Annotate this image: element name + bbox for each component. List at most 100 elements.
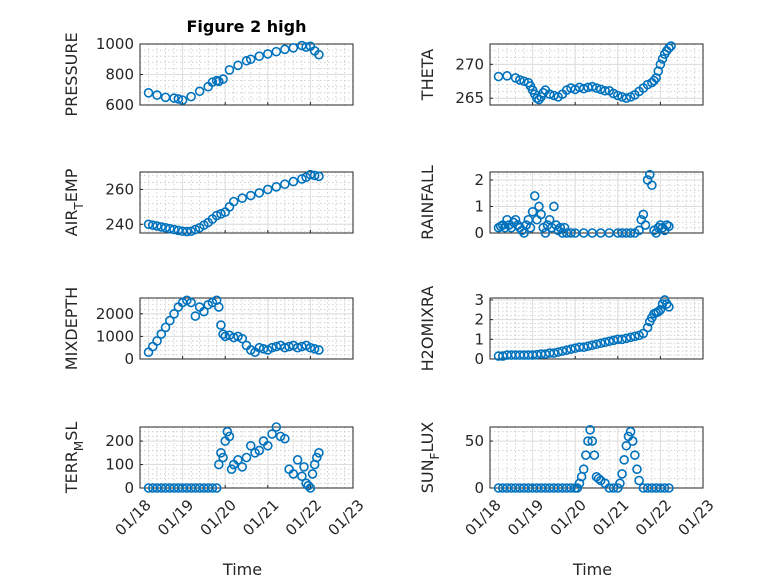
data-point: [555, 222, 566, 233]
data-point: [211, 483, 222, 493]
data-point: [245, 440, 256, 451]
data-point: [190, 311, 201, 321]
y-tick-label: 600: [105, 96, 134, 114]
data-point: [147, 220, 158, 230]
data-point: [271, 182, 282, 192]
data-point: [173, 94, 184, 104]
data-point: [666, 41, 676, 51]
data-point: [655, 59, 666, 70]
series-pressure: [143, 40, 324, 105]
data-point: [267, 342, 277, 353]
data-point: [152, 221, 162, 231]
data-point: [271, 46, 282, 57]
data-point: [262, 184, 273, 195]
y-axis-label-subscript: M: [72, 441, 86, 451]
y-axis-label-main: SUN: [418, 459, 437, 493]
data-point: [288, 43, 299, 53]
data-point: [647, 180, 657, 191]
data-point: [574, 478, 585, 489]
data-point: [233, 455, 243, 465]
y-tick-label: 50: [465, 432, 484, 450]
y-axis-label: H2OMIXRA: [418, 286, 437, 372]
data-point: [216, 209, 226, 219]
series-air_temp: [143, 169, 324, 237]
data-point: [207, 483, 218, 493]
y-tick-label: 0: [474, 350, 484, 368]
data-point: [651, 228, 661, 238]
data-point: [143, 88, 154, 98]
data-point: [309, 170, 320, 181]
data-point: [288, 176, 299, 187]
chart-title: Figure 2 high: [187, 17, 307, 36]
data-point: [604, 336, 615, 347]
data-point: [653, 306, 664, 317]
data-point: [297, 471, 307, 482]
data-point: [224, 65, 235, 75]
data-point: [536, 209, 546, 220]
data-point: [510, 214, 521, 225]
data-point: [583, 341, 593, 352]
data-point: [218, 329, 228, 339]
data-point: [314, 448, 324, 458]
data-point: [160, 222, 171, 233]
y-tick-label: 800: [105, 66, 134, 84]
y-axis-label: RAINFALL: [418, 165, 437, 240]
data-point: [237, 462, 248, 472]
y-tick-label: 1000: [96, 327, 134, 345]
y-tick-label: 0: [124, 350, 134, 368]
data-point: [600, 337, 610, 348]
data-point: [502, 71, 512, 81]
data-point: [152, 90, 162, 100]
data-point: [262, 440, 273, 451]
data-point: [169, 224, 179, 235]
data-point: [612, 90, 623, 101]
data-point: [152, 336, 162, 346]
data-point: [664, 221, 674, 232]
data-point: [214, 459, 224, 470]
data-point: [572, 483, 583, 493]
data-point: [640, 220, 651, 230]
y-tick-label: 1: [474, 330, 484, 348]
data-point: [218, 452, 228, 463]
y-tick-label: 2000: [96, 305, 134, 323]
y-axis-label-tail: EMP: [62, 168, 81, 202]
data-point: [314, 49, 324, 60]
data-point: [615, 478, 625, 489]
data-point: [525, 222, 536, 233]
data-point: [621, 440, 632, 451]
data-point: [280, 433, 290, 444]
data-point: [549, 201, 559, 212]
data-point: [519, 76, 529, 87]
y-axis-label-subscript: F: [428, 452, 442, 459]
data-point: [578, 464, 589, 475]
y-tick-label: 265: [455, 89, 484, 107]
data-point: [638, 209, 649, 220]
data-point: [314, 171, 324, 182]
y-axis-label: THETA: [418, 49, 437, 101]
data-point: [299, 462, 309, 472]
y-tick-label: 0: [474, 479, 484, 497]
data-point: [544, 89, 555, 99]
data-point: [593, 473, 604, 484]
data-point: [280, 342, 290, 353]
data-point: [632, 464, 642, 475]
data-point: [254, 51, 265, 62]
data-point: [314, 345, 324, 355]
axes-box-mixdepth: [139, 297, 354, 360]
data-point: [619, 455, 629, 465]
data-point: [634, 225, 644, 236]
data-point: [600, 85, 610, 96]
data-point: [529, 191, 540, 201]
data-point: [222, 426, 233, 437]
data-point: [591, 339, 602, 350]
y-axis-label: PRESSURE: [62, 32, 81, 116]
data-point: [228, 196, 239, 207]
data-point: [664, 302, 674, 312]
data-point: [271, 422, 282, 432]
data-point: [589, 450, 600, 460]
data-point: [578, 342, 589, 352]
y-axis-label: MIXDEPTH: [62, 287, 81, 370]
y-tick-label: 1000: [96, 35, 134, 53]
